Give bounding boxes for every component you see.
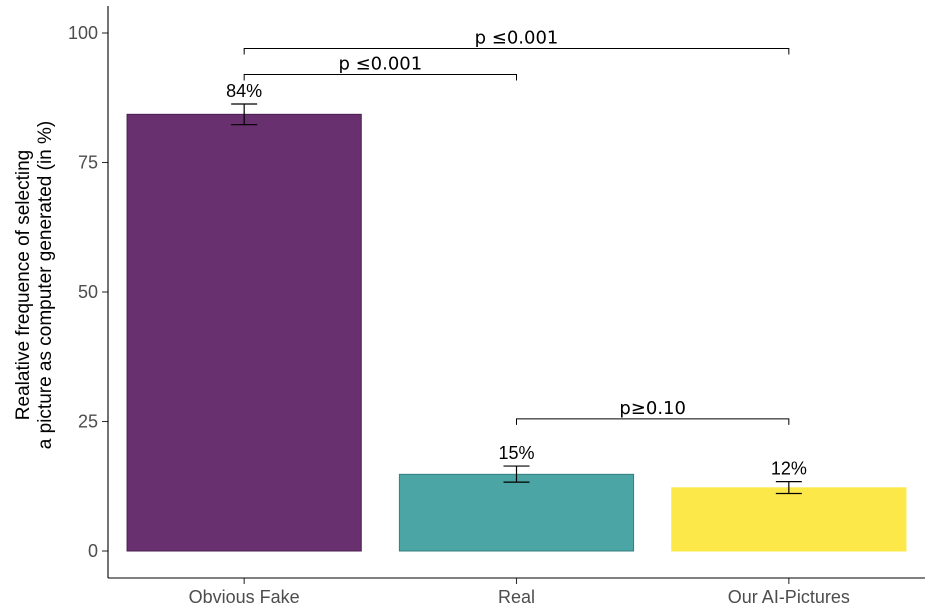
y-axis-title: Realative frequence of selecting a pictu… [13, 121, 56, 449]
significance-label: p≥0.10 [619, 398, 686, 419]
error-bars [231, 103, 802, 495]
x-tick-label: Real [498, 587, 535, 607]
significance-label: p ≤0.001 [338, 53, 422, 74]
bar [398, 473, 635, 552]
error-bar [503, 465, 530, 483]
x-axis-ticks: Obvious Fake Real Our AI-Pictures [189, 578, 850, 607]
significance-label: p ≤0.001 [475, 28, 559, 49]
bar [671, 487, 907, 552]
y-axis-ticks: 0 25 50 75 100 [68, 23, 108, 561]
x-tick-label: Obvious Fake [189, 587, 300, 607]
significance-brackets: p ≤0.001 p ≤0.001 p≥0.10 [243, 28, 790, 425]
significance-bracket [243, 48, 790, 55]
y-tick-label: 0 [88, 541, 98, 561]
bars [126, 113, 907, 552]
data-label: 84% [226, 81, 262, 101]
y-tick-label: 50 [78, 282, 98, 302]
significance-bracket [243, 73, 517, 81]
y-tick-label: 75 [78, 153, 98, 173]
data-label: 15% [498, 443, 534, 463]
error-bar [231, 103, 258, 126]
x-tick-label: Our AI-Pictures [728, 587, 850, 607]
y-axis-title-line-1: Realative frequence of selecting [13, 150, 34, 420]
significance-bracket [516, 418, 790, 425]
y-tick-label: 25 [78, 412, 98, 432]
data-label: 12% [771, 459, 807, 479]
y-tick-label: 100 [68, 23, 98, 43]
data-labels: 84% 15% 12% [226, 81, 807, 479]
y-axis-title-line-2: a picture as computer generated (in %) [35, 121, 56, 449]
bar [126, 113, 362, 552]
error-bar [775, 480, 802, 495]
